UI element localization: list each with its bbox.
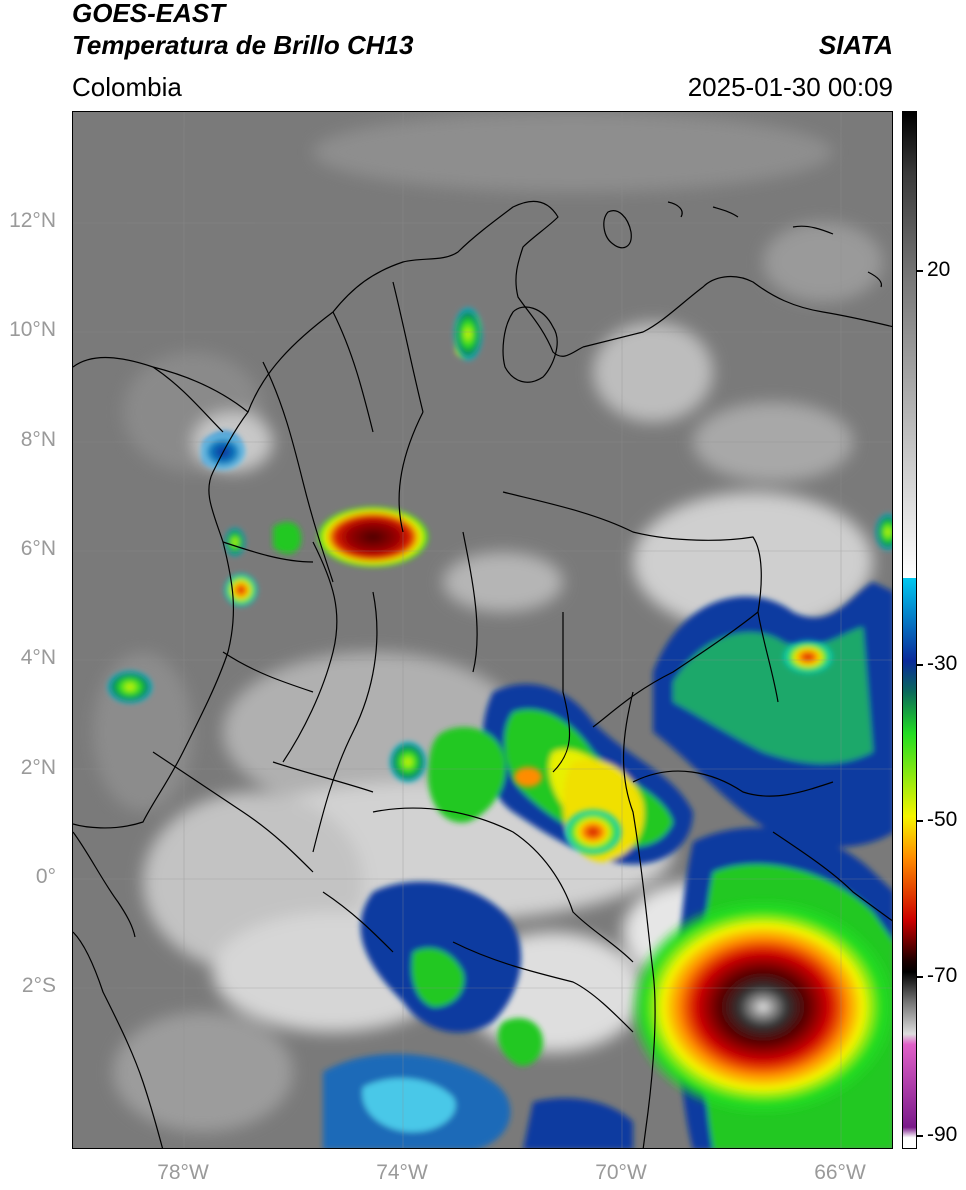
product-title: Temperatura de Brillo CH13: [72, 30, 414, 60]
lat-label-2s: 2°S: [21, 974, 56, 997]
source-label: SIATA: [818, 30, 893, 60]
colorbar-tick: [917, 270, 923, 272]
colorbar-label-20: 20: [927, 258, 951, 281]
colorbar-label-minus90: -90: [927, 1123, 958, 1146]
brightness-temperature-map: [72, 111, 893, 1149]
datetime-label: 2025-01-30 00:09: [687, 72, 893, 102]
temperature-colorbar: [902, 111, 917, 1149]
lon-label-70w: 70°W: [595, 1161, 647, 1184]
lat-label-6n: 6°N: [20, 537, 56, 560]
lon-label-78w: 78°W: [157, 1161, 209, 1184]
lat-label-12n: 12°N: [9, 209, 56, 232]
colorbar-tick: [917, 664, 923, 666]
lon-label-74w: 74°W: [376, 1161, 428, 1184]
lon-label-66w: 66°W: [814, 1161, 866, 1184]
lat-label-8n: 8°N: [20, 428, 56, 451]
colorbar-label-minus30: -30: [927, 652, 958, 675]
colorbar-label-minus70: -70: [927, 964, 958, 987]
colorbar-tick: [917, 976, 923, 978]
colorbar-label-minus50: -50: [927, 808, 958, 831]
map-canvas: [73, 112, 892, 1148]
lat-label-2n: 2°N: [20, 756, 56, 779]
lat-label-10n: 10°N: [9, 318, 56, 341]
lat-label-4n: 4°N: [20, 646, 56, 669]
region-label: Colombia: [72, 72, 182, 102]
satellite-title: GOES-EAST: [72, 0, 226, 28]
coastlines-and-borders: [73, 200, 892, 1148]
colorbar-tick: [917, 1135, 923, 1137]
graticule: [73, 112, 892, 1148]
lat-label-0: 0°: [35, 865, 56, 888]
storm-cells: [108, 308, 892, 1117]
colorbar-tick: [917, 820, 923, 822]
